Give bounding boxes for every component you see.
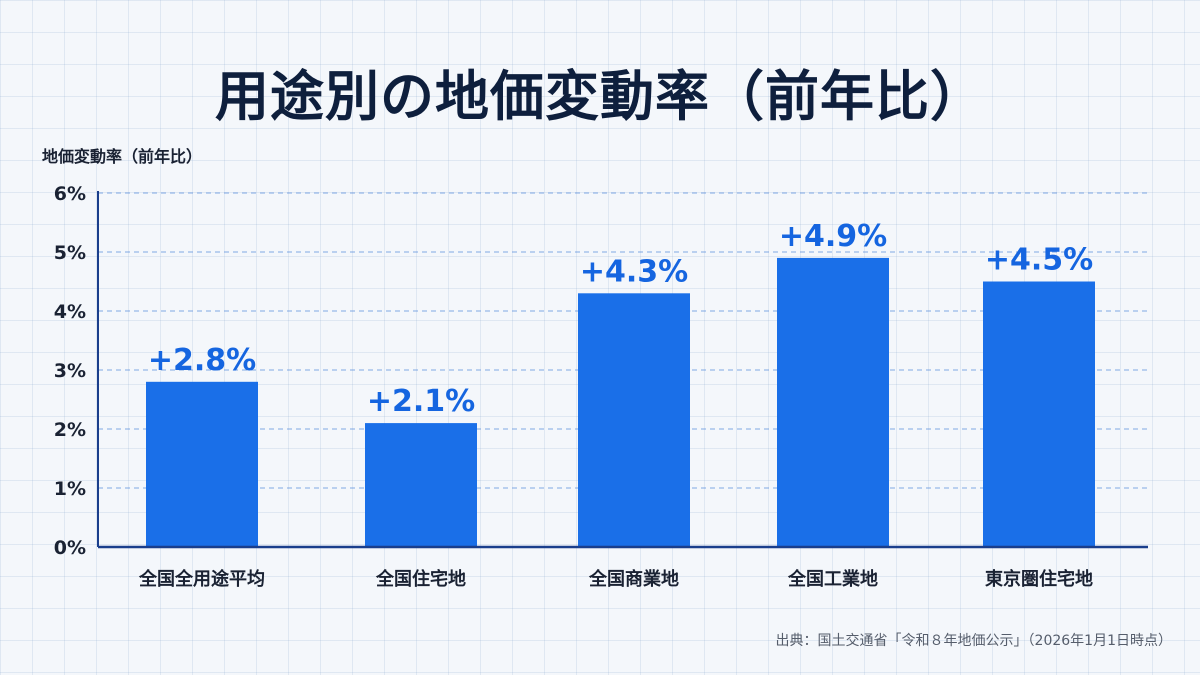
bar [777,257,889,547]
data-label: +2.1% [367,384,475,419]
data-label: +4.9% [779,219,887,254]
x-tick-label: 全国住宅地 [375,568,466,590]
y-tick-label: 2% [54,419,86,441]
y-axis-title: 地価変動率（前年比） [42,147,202,166]
bars [146,257,1095,547]
x-tick-label: 東京圏住宅地 [985,568,1093,590]
y-tick-labels: 0% 1% 2% 3% 4% 5% 6% [54,183,86,559]
bar [365,423,477,547]
chart-title: 用途別の地価変動率（前年比） [215,65,985,128]
x-tick-label: 全国工業地 [787,568,878,590]
bar [146,381,258,547]
y-tick-label: 4% [54,301,86,323]
bar [578,293,690,547]
data-label: +2.8% [148,343,256,378]
y-tick-label: 0% [54,537,86,559]
x-tick-label: 全国商業地 [588,568,679,590]
data-labels: +2.8% +2.1% +4.3% +4.9% +4.5% [148,219,1093,419]
data-label: +4.5% [985,243,1093,278]
bar [983,281,1095,547]
source-note: 出典：国土交通省「令和８年地価公示」（2026年1月1日時点） [775,633,1172,649]
x-tick-label: 全国全用途平均 [138,568,265,590]
axes [97,191,1148,549]
y-tick-label: 6% [54,183,86,205]
data-label: +4.3% [580,254,688,289]
y-tick-label: 5% [54,242,86,264]
y-tick-label: 3% [54,360,86,382]
x-tick-labels: 全国全用途平均 全国住宅地 全国商業地 全国工業地 東京圏住宅地 [138,568,1093,590]
y-tick-label: 1% [54,478,86,500]
